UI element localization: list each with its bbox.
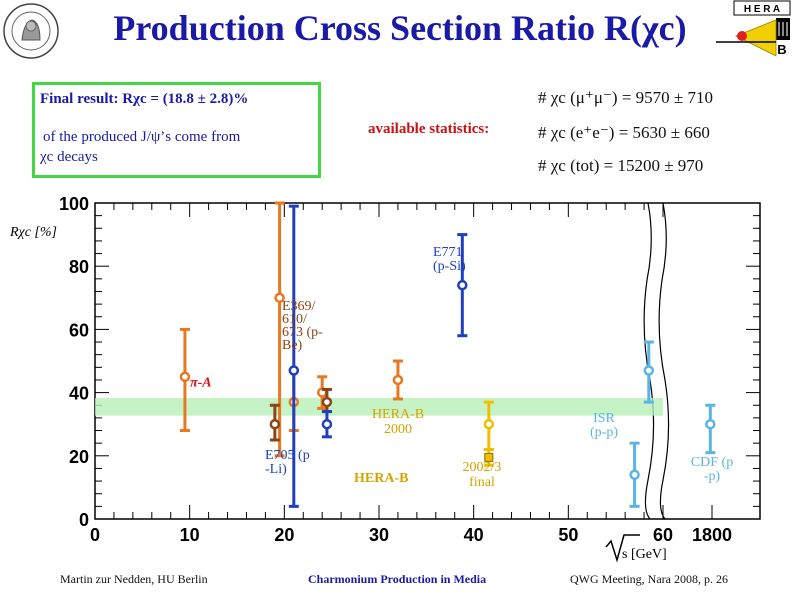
marker-circle xyxy=(179,371,191,383)
stat-total: # χc (tot) = 15200 ± 970 xyxy=(538,156,704,175)
y-tick-label: 80 xyxy=(69,257,89,277)
result-description-2: χc decays xyxy=(40,149,98,165)
e369-label: Be) xyxy=(282,338,303,353)
marker-circle xyxy=(483,418,495,430)
x-tick-label: 1800 xyxy=(692,525,732,545)
data-point xyxy=(274,201,285,458)
stat-ee: # χc (e⁺e⁻) = 5630 ± 660 xyxy=(538,123,710,142)
e705-label: -Li) xyxy=(265,462,287,477)
hera-logo-letter: B xyxy=(777,42,786,57)
y-tick-label: 0 xyxy=(79,510,89,530)
herab-2003-label: final xyxy=(469,475,495,490)
e705-label: E705 (p xyxy=(265,448,310,463)
marker-circle xyxy=(321,418,333,430)
marker-circle xyxy=(457,279,468,291)
footer-title: Charmonium Production in Media xyxy=(308,572,487,586)
sqrt-symbol xyxy=(605,534,640,563)
e369-label: 610/ xyxy=(282,312,307,327)
e369-label: 673 (p- xyxy=(282,325,323,340)
data-point xyxy=(321,410,333,439)
y-tick-label: 60 xyxy=(69,320,89,340)
marker-circle xyxy=(629,469,640,481)
data-point xyxy=(288,204,300,508)
plot-frame xyxy=(94,202,761,520)
data-point xyxy=(392,359,404,401)
cdf-label: CDF (p xyxy=(691,455,733,470)
data-point xyxy=(643,340,655,404)
marker-circle xyxy=(643,365,655,376)
chart-marks xyxy=(179,201,716,508)
hera-b-logo: H E R A B xyxy=(716,0,791,57)
x-tick-label: 10 xyxy=(180,525,200,545)
e369-label: E369/ xyxy=(282,299,316,314)
cross-section-chart: 0 20 40 60 80 100 0 10 20 30 40 50 60 1800 Rχc [%] s [… xyxy=(9,194,761,563)
y-tick-label: 100 xyxy=(59,194,89,214)
marker-circle xyxy=(321,396,333,408)
marker-square xyxy=(484,452,494,462)
x-tick-label: 20 xyxy=(274,525,294,545)
footer-author: Martin zur Nedden, HU Berlin xyxy=(60,572,208,586)
hera-b-band xyxy=(95,397,663,416)
result-description: of the produced J/ψ’s come from xyxy=(43,129,241,145)
x-tick-label: 0 xyxy=(90,525,100,545)
axis-break-line-2 xyxy=(658,202,670,520)
herab-2000-label: HERA-B xyxy=(372,407,424,422)
data-point xyxy=(457,233,468,338)
marker-circle xyxy=(274,292,285,304)
page-title: Production Cross Section Ratio R(χc) xyxy=(113,8,687,48)
herab-2000-label: 2000 xyxy=(384,422,412,437)
marker-circle xyxy=(705,418,716,430)
data-point xyxy=(269,403,281,442)
isr-label: (p-p) xyxy=(590,425,618,440)
y-tick-label: 20 xyxy=(69,447,89,467)
x-axis-label: s [GeV] xyxy=(622,547,667,562)
isr-label: ISR xyxy=(593,411,615,426)
x-tick-label: 60 xyxy=(653,525,673,545)
e771-label: (p-Si) xyxy=(433,259,466,274)
e771-label: E771 xyxy=(433,245,463,260)
chart-axes: 0 20 40 60 80 100 0 10 20 30 40 50 60 1800 xyxy=(59,194,761,545)
y-tick-label: 40 xyxy=(69,384,89,404)
statistics-label: available statistics: xyxy=(368,121,490,137)
hera-logo-text: H E R A xyxy=(744,4,780,15)
marker-circle xyxy=(269,418,281,430)
final-result-box: Final result: Rχc = (18.8 ± 2.8)% of the… xyxy=(32,82,321,178)
x-tick-label: 30 xyxy=(369,525,389,545)
data-point xyxy=(483,447,494,467)
y-axis-label: Rχc [%] xyxy=(9,225,57,240)
marker-circle xyxy=(392,374,404,386)
final-result-text: Final result: Rχc = (18.8 ± 2.8)% xyxy=(40,91,249,107)
marker-circle xyxy=(288,365,300,376)
data-point xyxy=(705,403,716,455)
university-seal-logo xyxy=(3,3,59,59)
herab-2003-label: 2002/3 xyxy=(463,460,502,475)
x-tick-label: 40 xyxy=(464,525,484,545)
chart-labels: Rχc [%] s [GeV] π-A E771(p-Si) E369/610/673 … xyxy=(9,225,733,563)
footer-meeting: QWG Meeting, Nara 2008, p. 26 xyxy=(570,572,728,586)
data-point xyxy=(179,327,191,433)
stat-mumu: # χc (μ⁺μ⁻) = 9570 ± 710 xyxy=(538,88,714,107)
cdf-label: -p) xyxy=(704,469,721,484)
herab-label: HERA-B xyxy=(354,471,408,486)
x-tick-label: 50 xyxy=(558,525,578,545)
pi-a-label: π-A xyxy=(190,375,212,390)
data-point xyxy=(629,441,640,508)
